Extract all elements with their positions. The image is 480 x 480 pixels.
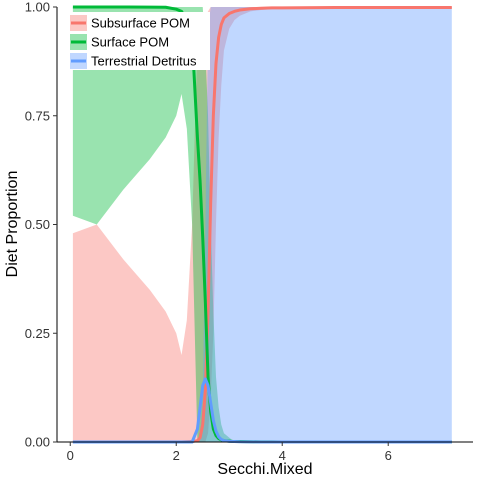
x-axis-title: Secchi.Mixed [217, 461, 312, 478]
surface-pom-legend-label: Surface POM [91, 35, 169, 50]
y-tick-label: 0.25 [25, 326, 50, 341]
subsurface-pom-legend-label: Subsurface POM [91, 16, 190, 31]
y-tick-label: 0.00 [25, 435, 50, 450]
x-tick-label: 0 [67, 448, 74, 463]
surface-pom-ribbon [72, 7, 452, 442]
y-axis-title: Diet Proportion [4, 171, 21, 278]
x-ticks: 0 2 4 6 [67, 442, 392, 463]
x-tick-label: 6 [385, 448, 392, 463]
x-tick-label: 2 [173, 448, 180, 463]
subsurface-pom-ribbon [72, 7, 452, 442]
y-tick-label: 0.50 [25, 217, 50, 232]
y-tick-label: 1.00 [25, 0, 50, 15]
legend-background [68, 12, 210, 70]
y-ticks: 0.00 0.25 0.50 0.75 1.00 [25, 0, 57, 450]
x-tick-label: 4 [279, 448, 286, 463]
terrestrial-detritus-legend-label: Terrestrial Detritus [91, 54, 197, 69]
ribbons-layer [72, 7, 452, 442]
terrestrial-detritus-ribbon [72, 7, 452, 442]
y-tick-label: 0.75 [25, 108, 50, 123]
legend: Subsurface POM Surface POM Terrestrial Det… [68, 12, 210, 70]
